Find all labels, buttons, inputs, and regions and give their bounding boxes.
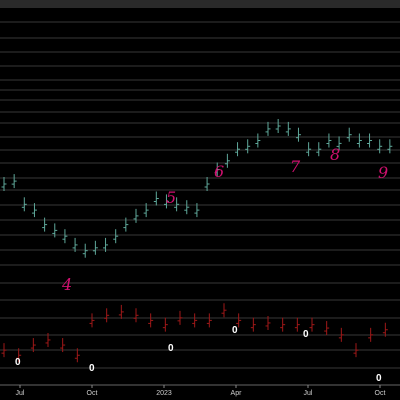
price-bar bbox=[177, 310, 183, 325]
price-bar bbox=[62, 229, 68, 244]
price-bar bbox=[265, 121, 271, 136]
price-bar bbox=[326, 133, 332, 148]
price-bar bbox=[316, 142, 322, 157]
price-bar bbox=[104, 308, 110, 323]
price-bar bbox=[387, 139, 393, 154]
grid bbox=[0, 21, 400, 369]
price-bar bbox=[336, 136, 342, 151]
wave-label: 6 bbox=[214, 162, 224, 181]
zero-label: 0 bbox=[89, 363, 95, 374]
price-bar bbox=[306, 142, 312, 157]
zero-label: 0 bbox=[232, 325, 238, 336]
price-bar bbox=[133, 208, 139, 223]
price-bar bbox=[235, 142, 241, 157]
price-bar bbox=[294, 317, 300, 332]
x-tick-label: Jul bbox=[16, 390, 25, 397]
zero-label: 0 bbox=[168, 343, 174, 354]
price-bar bbox=[346, 127, 352, 142]
price-bar bbox=[74, 348, 80, 363]
wave-label: 9 bbox=[378, 163, 388, 182]
price-bar bbox=[324, 321, 330, 336]
price-bar bbox=[214, 162, 220, 177]
x-tick-label: 2023 bbox=[156, 390, 172, 397]
price-bar bbox=[113, 229, 119, 244]
title-bar bbox=[0, 0, 400, 8]
price-bar bbox=[148, 313, 154, 328]
x-tick-label: Apr bbox=[231, 390, 243, 397]
wave-label: 7 bbox=[290, 157, 301, 176]
price-bar bbox=[194, 203, 200, 218]
price-bar bbox=[236, 313, 242, 328]
price-bar bbox=[82, 243, 88, 258]
price-bar bbox=[118, 304, 124, 319]
price-bar bbox=[221, 303, 227, 318]
price-bar bbox=[356, 133, 362, 148]
price-bar bbox=[285, 121, 291, 136]
price-bar bbox=[382, 322, 388, 337]
price-bar bbox=[250, 317, 256, 332]
price-bar bbox=[103, 237, 109, 252]
price-bar bbox=[206, 313, 212, 328]
price-bar bbox=[1, 177, 7, 191]
price-bar bbox=[133, 308, 139, 323]
price-bar bbox=[377, 139, 383, 154]
price-bar bbox=[367, 133, 373, 148]
price-bar bbox=[295, 127, 301, 142]
x-tick-label: Oct bbox=[87, 390, 98, 397]
price-bar bbox=[92, 240, 98, 255]
price-bar bbox=[30, 338, 36, 353]
zero-label: 0 bbox=[303, 329, 309, 340]
price-bar bbox=[280, 317, 286, 332]
price-bar bbox=[204, 177, 210, 191]
price-bar bbox=[60, 338, 66, 353]
price-bar bbox=[163, 194, 169, 209]
price-bar bbox=[143, 203, 149, 218]
price-bar bbox=[31, 203, 37, 218]
price-bar bbox=[162, 317, 168, 332]
price-bar bbox=[174, 197, 180, 212]
price-bar bbox=[123, 217, 129, 232]
price-bar bbox=[72, 237, 78, 252]
price-bar bbox=[42, 217, 48, 232]
marks bbox=[1, 119, 393, 363]
price-bar bbox=[89, 313, 95, 328]
price-bar bbox=[255, 133, 261, 148]
price-bar bbox=[368, 327, 374, 342]
price-bar bbox=[16, 348, 22, 363]
price-bar bbox=[275, 119, 281, 133]
price-bar bbox=[245, 139, 251, 154]
x-tick-label: Jul bbox=[304, 390, 313, 397]
price-bar bbox=[153, 191, 159, 206]
price-bar bbox=[184, 200, 190, 215]
price-bar bbox=[338, 327, 344, 342]
price-bar bbox=[265, 315, 271, 330]
zero-label: 0 bbox=[15, 357, 21, 368]
price-bar bbox=[309, 317, 315, 332]
price-bar bbox=[1, 343, 7, 358]
price-bar bbox=[11, 174, 17, 189]
price-bar bbox=[52, 223, 58, 238]
price-bar bbox=[45, 332, 51, 347]
wave-label: 8 bbox=[330, 145, 340, 164]
price-bar bbox=[224, 153, 230, 168]
wave-label: 5 bbox=[166, 188, 176, 207]
zero-label: 0 bbox=[376, 373, 382, 384]
price-bar bbox=[192, 313, 198, 328]
x-tick-label: Oct bbox=[375, 390, 386, 397]
price-bar bbox=[21, 197, 27, 212]
price-bar bbox=[353, 343, 359, 358]
wave-label: 4 bbox=[61, 275, 72, 294]
